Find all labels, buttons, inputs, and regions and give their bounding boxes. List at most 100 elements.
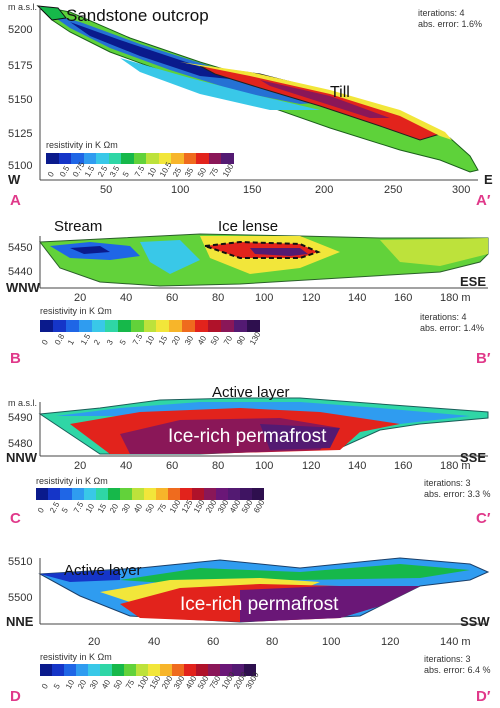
panel-d-xtick: 20 [88,636,101,648]
panel-c-xtick: 120 [302,460,321,472]
legend-d-value: 200 [160,674,175,691]
panel-c-ytick: 5490 [8,412,33,424]
panel-a-ytick: 5150 [8,94,33,106]
section-a-till-core [260,80,390,118]
panel-c-xtick: 20 [74,460,87,472]
legend-c-value: 600 [252,498,267,515]
label-ice-rich-permafrost-d: Ice-rich permafrost [180,594,339,615]
legend-d-value: 100 [136,674,151,691]
legend-b-value: 130 [248,330,263,347]
panel-c-masl: m a.s.l. [8,398,38,408]
section-c-perma-core [260,424,340,450]
panel-b-xtick: 40 [120,292,133,304]
label-active-layer-c: Active layer [212,384,290,401]
panel-a-xtick: 100 [171,184,190,196]
legend-d-title: resistivity in K Ωm [40,652,112,662]
legend-c-value: 7.5 [72,500,86,515]
legend-c-value: 400 [228,498,243,515]
panel-c-xtick: 60 [166,460,179,472]
legend-c-value: 150 [192,498,207,515]
legend-c-value: 50 [144,502,157,515]
panel-b-right-direction: ESE [460,274,487,289]
legend-b-colorbar [40,320,260,332]
legend-c-value: 40 [132,502,145,515]
legend-a-colorbar [46,153,234,164]
panel-c-left-direction: NNW [6,450,38,465]
legend-d-colorbar [40,664,256,676]
legend-c-value: 15 [96,502,109,515]
panel-d-xtick: 120 [381,636,400,648]
label-active-layer-d: Active layer [64,562,142,579]
legend-d-value: 75 [124,678,137,691]
legend-d-value: 20 [76,678,89,691]
legend-c-value: 500 [240,498,255,515]
legend-d-value: 150 [148,674,163,691]
panel-b: 5450 5440 20 40 60 80 100 120 140 160 18… [0,212,500,382]
panel-d-section [38,557,490,625]
panel-a-ytick: 5175 [8,60,33,72]
panel-c-abs-error: abs. error: 3.3 % [424,489,491,499]
panel-c-xtick: 40 [120,460,133,472]
legend-d-value: 30 [88,678,101,691]
legend-b-value: 0.8 [53,332,67,347]
panel-c-right-letter: C′ [476,510,491,527]
panel-d-iterations: iterations: 3 [424,654,471,664]
legend-b-value: 15 [157,334,170,347]
panel-d-abs-error: abs. error: 6.4 % [424,665,491,675]
legend-c-colorbar [36,488,264,500]
legend-d-value: 750 [208,674,223,691]
legend-c-title: resistivity in K Ωm [36,476,108,486]
section-b-blue-deep [70,246,110,254]
section-d-perma [240,586,420,622]
legend-a-title: resistivity in K Ωm [46,140,118,150]
legend-b-value: 30 [183,334,196,347]
section-a-outcrop [36,5,67,21]
legend-c-value: 20 [108,502,121,515]
panel-a-section [36,5,479,181]
panel-d-ytick: 5510 [8,556,33,568]
legend-d-value: 300 [172,674,187,691]
panel-b-xtick: 20 [74,292,87,304]
label-sandstone-outcrop: Sandstone outcrop [66,6,209,25]
panel-c-left-letter: C [10,510,21,527]
legend-c-value: 5 [60,506,71,515]
panel-c-xtick: 80 [212,460,225,472]
panel-b-xtick: 120 [302,292,321,304]
legend-c-value: 200 [204,498,219,515]
label-till: Till [330,84,350,101]
panel-c-iterations: iterations: 3 [424,478,471,488]
panel-d-xtick: 60 [207,636,220,648]
panel-a-ytick: 5100 [8,160,33,172]
legend-b-value: 2 [92,338,103,347]
label-ice-rich-permafrost-c: Ice-rich permafrost [168,426,327,447]
panel-a-right-direction: E [484,172,493,187]
panel-a-masl: m a.s.l. [8,2,38,12]
panel-c-xtick: 180 m [440,460,471,472]
panel-b-left-letter: B [10,350,21,367]
legend-b-value: 5 [118,338,129,347]
panel-a-ytick: 5200 [8,24,33,36]
legend-d-value: 10 [64,678,77,691]
legend-d-value: 500 [196,674,211,691]
panel-a-xtick: 150 [243,184,262,196]
panel-b-abs-error: abs. error: 1.4% [420,323,485,333]
panel-a-xtick: 200 [315,184,334,196]
section-d-blue-deep [40,570,120,582]
panel-a-left-letter: A [10,192,21,209]
panel-b-ytick: 5440 [8,266,33,278]
panel-b-xtick: 140 [348,292,367,304]
panel-b-xtick: 100 [255,292,274,304]
section-a-till [199,65,442,141]
legend-d-value: 40 [100,678,113,691]
panel-d-left-letter: D [10,688,21,705]
legend-c-value: 75 [156,502,169,515]
panel-a-xtick: 50 [100,184,113,196]
legend-d-value: 5 [52,682,63,691]
legend-b-value: 20 [170,334,183,347]
legend-c-value: 100 [168,498,183,515]
legend-d-value: 400 [184,674,199,691]
panel-d-ytick: 5500 [8,592,33,604]
panel-b-left-direction: WNW [6,280,40,295]
panel-a-ytick: 5125 [8,128,33,140]
legend-b-value: 40 [196,334,209,347]
